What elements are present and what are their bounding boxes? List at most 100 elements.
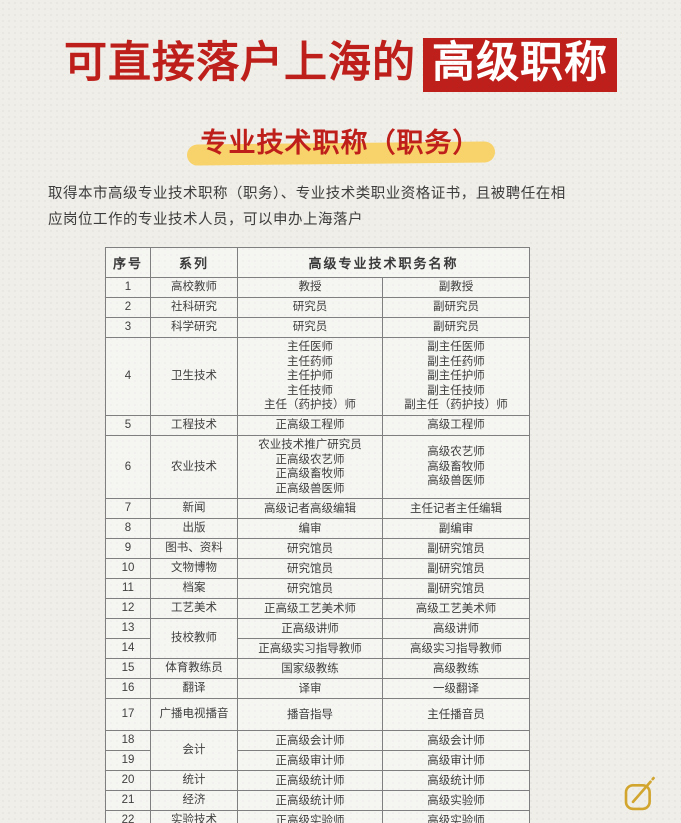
cell-row-number: 21	[105, 790, 151, 812]
cell-deputy-title: 高级讲师	[381, 618, 531, 640]
subtitle: 专业技术职称（职务）	[186, 121, 495, 166]
cell-line: 高级实习指导教师	[410, 642, 502, 655]
cell-line: 高级教练	[433, 662, 479, 675]
cell-line: 译审	[298, 682, 322, 695]
cell-row-number: 10	[105, 558, 151, 580]
cell-series: 档案	[150, 578, 238, 600]
cell-full-title: 编审	[237, 518, 383, 540]
cell-row-number: 7	[105, 498, 151, 520]
cell-series: 技校教师	[150, 618, 238, 660]
cell-full-title: 正高级实验师	[237, 810, 383, 823]
cell-row-number: 1	[105, 277, 151, 299]
cell-row-number: 17	[105, 698, 151, 732]
cell-row-number: 3	[105, 317, 151, 339]
cell-row-number: 20	[105, 770, 151, 792]
cell-line: 一级翻译	[433, 682, 479, 695]
cell-full-title: 正高级工艺美术师	[237, 598, 383, 620]
cell-line: 高级会计师	[427, 734, 485, 747]
cell-line: 高级实验师	[427, 814, 485, 823]
table-row: 5 工程技术 正高级工程师 高级工程师	[105, 415, 531, 436]
cell-line: 高级审计师	[427, 754, 485, 767]
cell-line: 高级讲师	[433, 622, 479, 635]
cell-deputy-title: 副研究员	[381, 297, 531, 319]
cell-full-title: 研究馆员	[237, 538, 383, 560]
cell-deputy-title: 副研究馆员	[381, 558, 531, 580]
cell-series: 高校教师	[150, 277, 238, 299]
table-row: 7 新闻 高级记者高级编辑 主任记者主任编辑	[105, 498, 531, 520]
cell-full-title: 正高级统计师	[237, 770, 383, 792]
cell-line: 研究馆员	[287, 562, 333, 575]
cell-deputy-title: 高级会计师	[381, 730, 531, 752]
cell-deputy-title: 副主任医师 副主任药师 副主任护师 副主任技师 副主任（药护技）师	[381, 337, 531, 416]
table-row: 16 翻译 译审 一级翻译	[105, 678, 531, 700]
cell-full-title: 研究馆员	[237, 578, 383, 600]
cell-line: 副主任（药护技）师	[404, 399, 508, 412]
table-row: 18 会计 正高级会计师 高级会计师	[105, 730, 531, 772]
cell-line: 研究员	[292, 321, 328, 334]
cell-line: 副教授	[438, 281, 474, 294]
cell-series: 文物博物	[150, 558, 238, 580]
cell-row-number: 14	[105, 638, 151, 660]
cell-series: 经济	[150, 790, 238, 812]
cell-series: 会计	[150, 730, 238, 772]
cell-series: 体育教练员	[150, 658, 238, 680]
cell-line: 正高级工艺美术师	[264, 602, 356, 615]
cell-deputy-title: 高级实验师	[381, 810, 531, 823]
cell-line: 高级记者高级编辑	[264, 502, 356, 515]
intro-line-1: 取得本市高级专业技术职称（职务）、专业技术类职业资格证书，且被聘任在相	[48, 186, 566, 203]
cell-line: 正高级工程师	[275, 419, 345, 432]
cell-line: 副研究馆员	[427, 542, 485, 555]
cell-line: 正高级审计师	[275, 754, 345, 767]
cell-line: 高级工程师	[427, 419, 485, 432]
cell-series: 翻译	[150, 678, 238, 700]
cell-line: 主任技师	[287, 384, 333, 397]
cell-series: 卫生技术	[150, 337, 238, 416]
cell-line: 正高级统计师	[275, 794, 345, 807]
table-row: 12 工艺美术 正高级工艺美术师 高级工艺美术师	[105, 598, 531, 620]
table-row: 3 科学研究 研究员 副研究员	[105, 317, 531, 339]
cell-series: 社科研究	[150, 297, 238, 319]
cell-line: 主任药师	[287, 355, 333, 368]
cell-row-number: 15	[105, 658, 151, 680]
cell-line: 主任（药护技）师	[264, 399, 356, 412]
cell-row-number: 6	[105, 434, 151, 500]
column-header: 序号	[105, 247, 151, 279]
table-row: 13 技校教师 正高级讲师 高级讲师	[105, 618, 531, 660]
cell-line: 正高级农艺师	[275, 453, 345, 466]
cell-line: 编审	[298, 522, 322, 535]
titles-table: 序号 系列 高级专业技术职务名称 1 高校教师 教授 副教授 2 社科研究 研究员 副研究员 3 科学研…	[105, 247, 531, 823]
title-plain-text: 可直接落户上海的	[64, 38, 416, 87]
cell-line: 国家级教练	[281, 662, 339, 675]
cell-full-title: 译审	[237, 678, 383, 700]
cell-full-title: 正高级统计师	[237, 790, 383, 812]
table-row: 2 社科研究 研究员 副研究员	[105, 297, 531, 319]
cell-row-number: 9	[105, 538, 151, 560]
cell-deputy-title: 副研究馆员	[381, 578, 531, 600]
cell-full-title: 主任医师 主任药师主任护师 主任技师主任（药护技）师	[237, 337, 383, 416]
cell-row-number: 18	[105, 730, 151, 752]
cell-line: 教授	[298, 281, 322, 294]
cell-row-number: 16	[105, 678, 151, 700]
cell-line: 副研究员	[433, 301, 479, 314]
cell-deputy-title: 副编审	[381, 518, 531, 540]
subtitle-text: 专业技术职称（职务）	[200, 128, 481, 159]
cell-full-title: 高级记者高级编辑	[237, 498, 383, 520]
column-header: 系列	[150, 247, 238, 279]
cell-full-title: 国家级教练	[237, 658, 383, 680]
cell-line: 主任护师	[287, 370, 333, 383]
table-row: 17 广播电视播音 播音指导 主任播音员	[105, 698, 531, 732]
cell-line: 主任医师	[287, 341, 333, 354]
cell-full-title: 研究馆员	[237, 558, 383, 580]
cell-line: 高级兽医师	[427, 475, 485, 488]
page-title: 可直接落户上海的 高级职称	[0, 29, 681, 93]
cell-series: 统计	[150, 770, 238, 792]
cell-full-title: 播音指导	[237, 698, 383, 732]
cell-line: 正高级实验师	[275, 814, 345, 823]
cell-full-title: 研究员	[237, 297, 383, 319]
cell-line: 副主任技师	[427, 384, 485, 397]
intro-line-2: 应岗位工作的专业技术人员，可以申办上海落户	[48, 212, 363, 229]
cell-row-number: 12	[105, 598, 151, 620]
table-row: 20 统计 正高级统计师 高级统计师	[105, 770, 531, 792]
cell-line: 副主任护师	[427, 370, 485, 383]
